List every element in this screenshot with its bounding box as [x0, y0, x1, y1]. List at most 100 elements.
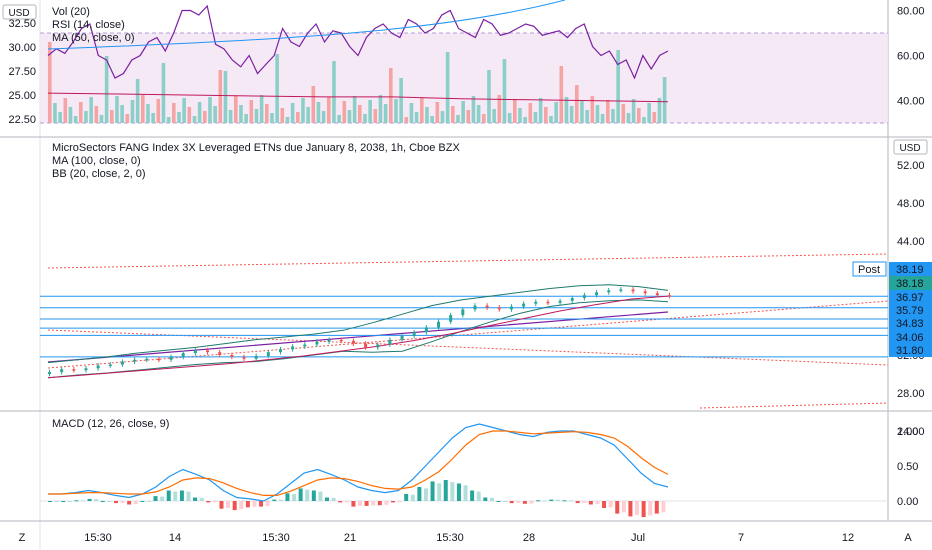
time-tick: 14: [169, 532, 181, 544]
volume-bar: [471, 96, 476, 123]
left-currency-label: USD: [8, 8, 29, 19]
histogram-bar: [503, 501, 508, 502]
left-currency-box[interactable]: [2, 4, 37, 20]
volume-bar: [368, 100, 372, 123]
price-tick: 24.00: [897, 426, 925, 438]
legend-bb[interactable]: BB (20, close, 2, 0): [52, 168, 146, 180]
volume-bar: [523, 117, 527, 123]
volume-bar: [218, 70, 223, 123]
candle-body: [595, 292, 599, 296]
bb-upper: [47, 284, 669, 364]
price-tick: 52.00: [897, 160, 925, 172]
histogram-bar: [489, 497, 494, 501]
histogram-bar: [245, 501, 250, 508]
volume-bar: [642, 117, 646, 123]
histogram-bar: [371, 501, 376, 506]
histogram-bar: [641, 501, 646, 518]
trendline: [47, 253, 889, 269]
volume-bar: [637, 108, 641, 123]
volume-bar: [513, 99, 517, 123]
histogram-bar: [628, 501, 633, 517]
histogram-bar: [120, 501, 125, 503]
histogram-bar: [153, 496, 158, 501]
candle-body: [157, 358, 161, 361]
histogram-bar: [186, 491, 191, 501]
histogram-bar: [94, 499, 99, 501]
price-label-text: 34.06: [896, 332, 924, 344]
zoom-button[interactable]: Z: [19, 532, 26, 544]
histogram-bar: [516, 501, 521, 503]
legend-ma50[interactable]: MA (50, close, 0): [52, 32, 135, 44]
volume-bar: [482, 114, 486, 123]
volume-bar: [347, 110, 352, 123]
volume-bar: [213, 106, 217, 123]
candle-body: [668, 295, 671, 297]
histogram-bar: [661, 501, 666, 513]
volume-bar: [590, 96, 595, 123]
histogram-bar: [463, 485, 468, 501]
candles: [48, 287, 671, 377]
volume-bar: [270, 113, 274, 123]
price-label-text: 38.18: [896, 278, 924, 290]
price-label-bg: [889, 290, 932, 304]
volume-bar: [177, 112, 181, 123]
histogram-bar: [562, 500, 567, 502]
histogram-bar: [384, 501, 389, 505]
histogram-bar: [509, 501, 514, 504]
histogram-bar: [648, 501, 653, 516]
left-tick: 27.50: [8, 66, 36, 78]
volume-bar: [564, 97, 569, 123]
histogram-bar: [61, 501, 66, 502]
volume-bar: [420, 98, 424, 123]
candle-body: [218, 352, 222, 355]
legend-ma100[interactable]: MA (100, close, 0): [52, 155, 141, 167]
candle-body: [145, 358, 149, 361]
macd-tick: 0.50: [897, 461, 918, 473]
main-title[interactable]: MicroSectors FANG Index 3X Leveraged ETN…: [52, 142, 460, 154]
macd-line: [48, 423, 669, 502]
candle-body: [424, 327, 428, 333]
histogram-bar: [522, 501, 527, 504]
volume-bar: [569, 106, 574, 123]
volume-bar: [104, 56, 109, 123]
volume-bar: [68, 107, 73, 123]
candle-body: [169, 356, 173, 360]
legend-rsi[interactable]: RSI (14, close): [52, 19, 125, 31]
volume-bar: [53, 103, 57, 123]
right-currency-box[interactable]: [893, 139, 928, 155]
candle-body: [303, 344, 307, 347]
volume-bar: [120, 105, 124, 123]
volume-bar: [285, 117, 290, 123]
left-axis-ticks: 32.50 30.00 27.50 25.00 22.50: [8, 18, 36, 126]
rsi-tick: 60.00: [897, 51, 925, 63]
auto-scale-button[interactable]: A: [904, 532, 912, 544]
price-label-bg: [889, 262, 932, 276]
histogram-bar: [193, 497, 198, 501]
volume-bar: [58, 112, 62, 123]
post-label-box: [852, 261, 887, 277]
candle-body: [522, 303, 526, 307]
candle-body: [327, 339, 331, 342]
volume-bar: [440, 111, 445, 123]
candle-body: [72, 369, 76, 371]
volume-bar: [249, 100, 254, 123]
volume-bar: [254, 109, 259, 123]
candle-body: [339, 339, 343, 342]
histogram-bar: [437, 483, 442, 501]
histogram-bar: [166, 490, 171, 501]
price-label-bg: [889, 316, 932, 330]
legend-macd[interactable]: MACD (12, 26, close, 9): [52, 418, 170, 430]
volume-bar: [544, 107, 548, 123]
bb-lower: [47, 299, 669, 379]
legend-volume[interactable]: Vol (20): [52, 6, 90, 18]
histogram-bar: [133, 501, 138, 505]
signal-line: [48, 430, 669, 496]
volume-bar: [332, 61, 336, 123]
bollinger-bands: [47, 284, 669, 379]
volume-bar: [497, 95, 502, 123]
volume-bar: [192, 116, 197, 123]
candle-body: [242, 356, 246, 359]
volume-bar: [208, 97, 212, 123]
